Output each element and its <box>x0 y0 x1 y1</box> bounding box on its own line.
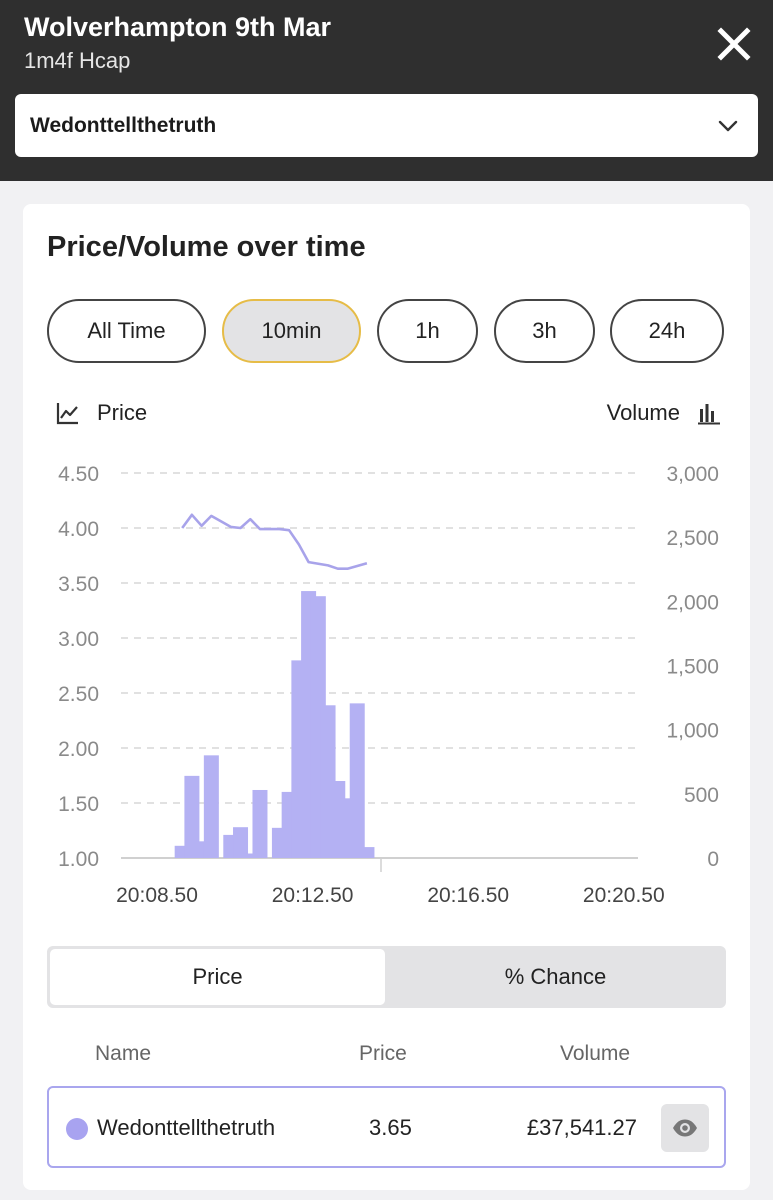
runner-price: 3.65 <box>369 1115 412 1140</box>
legend-volume-label: Volume <box>606 400 680 425</box>
close-icon[interactable] <box>712 22 756 66</box>
range-24h-button[interactable]: 24h <box>610 299 724 363</box>
x-tick-label: 20:16.50 <box>427 884 509 907</box>
column-header-name: Name <box>95 1042 152 1065</box>
volume-bar <box>184 775 200 858</box>
price-chance-toggle: Price % Chance <box>47 946 726 1008</box>
range-1h-button[interactable]: 1h <box>377 299 478 363</box>
x-tick-label: 20:08.50 <box>116 884 198 907</box>
table-row[interactable]: Wedonttellthetruth 3.65 £37,541.27 <box>47 1086 726 1168</box>
y-left-tick-label: 3.50 <box>58 573 99 596</box>
column-header-price: Price <box>359 1042 407 1065</box>
y-right-tick-label: 500 <box>684 784 719 807</box>
y-right-tick-label: 2,500 <box>666 527 719 550</box>
price-volume-card: Price/Volume over time All Time 10min 1h… <box>23 204 750 1190</box>
y-left-tick-label: 2.00 <box>58 738 99 761</box>
legend-volume: Volume <box>607 398 722 428</box>
bar-chart-icon <box>698 404 720 425</box>
runner-name: Wedonttellthetruth <box>97 1115 276 1140</box>
race-subtitle: 1m4f Hcap <box>24 48 131 73</box>
y-left-tick-label: 4.00 <box>58 518 99 541</box>
y-left-tick-label: 3.00 <box>58 628 99 651</box>
volume-bar <box>203 755 219 858</box>
y-left-tick-label: 1.00 <box>58 848 99 871</box>
volume-bar <box>252 789 268 858</box>
y-left-tick-label: 1.50 <box>58 793 99 816</box>
line-chart-icon <box>56 403 78 425</box>
y-right-tick-label: 2,000 <box>666 591 719 614</box>
chart-svg: 4.50 4.00 3.50 3.00 2.50 2.00 1.50 1.00 3,000 2,5… <box>58 463 719 907</box>
volume-bar <box>242 853 258 858</box>
volume-bar <box>349 703 365 858</box>
race-header: Wolverhampton 9th Mar 1m4f Hcap Wedontte… <box>0 0 773 181</box>
price-line <box>181 513 368 570</box>
runner-select-dropdown[interactable]: Wedonttellthetruth <box>15 94 758 157</box>
x-tick-label: 20:12.50 <box>272 884 354 907</box>
race-title: Wolverhampton 9th Mar <box>24 12 332 42</box>
y-right-tick-label: 3,000 <box>666 463 719 486</box>
chevron-down-icon <box>718 120 738 132</box>
y-left-tick-label: 2.50 <box>58 683 99 706</box>
x-tick-label: 20:20.50 <box>583 884 665 907</box>
toggle-price-option[interactable]: Price <box>50 949 385 1005</box>
volume-bar <box>359 847 375 858</box>
toggle-chance-option[interactable]: % Chance <box>504 964 607 989</box>
runner-color-dot <box>66 1118 88 1140</box>
volume-bar <box>233 827 249 858</box>
runner-volume: £37,541.27 <box>526 1115 637 1140</box>
y-right-tick-label: 1,000 <box>666 720 719 743</box>
eye-icon[interactable] <box>661 1104 709 1152</box>
legend-price-label: Price <box>97 400 148 425</box>
y-left-tick-label: 4.50 <box>58 463 99 486</box>
range-10min-button[interactable]: 10min <box>222 299 361 363</box>
y-right-tick-label: 0 <box>707 848 719 871</box>
y-right-tick-label: 1,500 <box>666 656 719 679</box>
runner-select-value: Wedonttellthetruth <box>30 114 217 137</box>
legend-price: Price <box>55 398 147 428</box>
range-all-time-button[interactable]: All Time <box>47 299 206 363</box>
column-header-volume: Volume <box>560 1042 631 1065</box>
range-3h-button[interactable]: 3h <box>494 299 595 363</box>
price-volume-chart: 4.50 4.00 3.50 3.00 2.50 2.00 1.50 1.00 3,000 2,5… <box>23 454 750 914</box>
card-title: Price/Volume over time <box>47 231 366 263</box>
